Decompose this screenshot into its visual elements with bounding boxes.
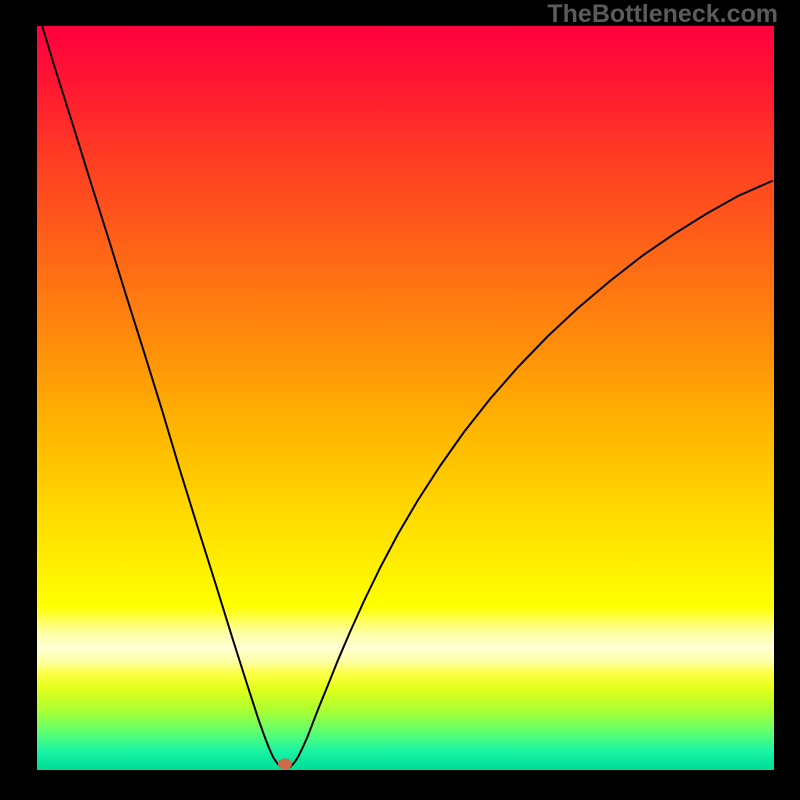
bottleneck-curve (37, 9, 772, 769)
chart-overlay (0, 0, 800, 800)
optimum-marker (278, 759, 292, 770)
watermark-text: TheBottleneck.com (547, 0, 778, 29)
